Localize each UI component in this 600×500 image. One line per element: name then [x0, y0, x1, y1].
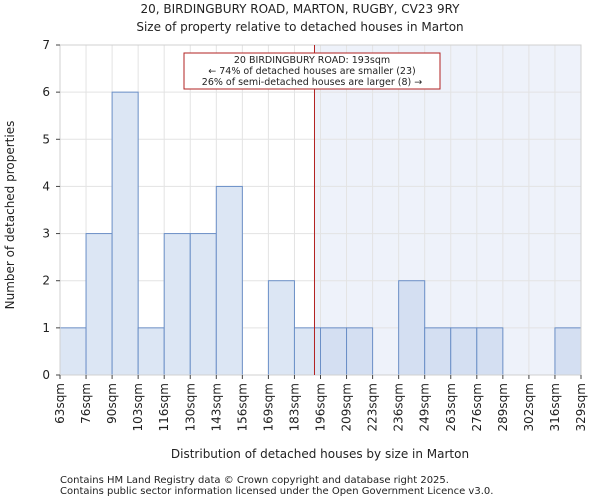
x-tick-label: 116sqm: [157, 383, 171, 431]
x-tick-label: 103sqm: [131, 383, 145, 431]
y-axis-label: Number of detached properties: [3, 121, 17, 310]
footer-line2: Contains public sector information licen…: [60, 486, 493, 497]
histogram-bar: [267, 280, 295, 376]
y-tick-label: 2: [42, 274, 50, 288]
histogram-bar: [111, 91, 139, 376]
x-axis-label: Distribution of detached houses by size …: [171, 447, 469, 461]
x-tick-label: 276sqm: [470, 383, 484, 431]
annotation-line2: ← 74% of detached houses are smaller (23…: [208, 66, 415, 77]
x-tick-label: 316sqm: [548, 383, 562, 431]
chart-title-line2: Size of property relative to detached ho…: [136, 20, 463, 34]
larger-region-shade: [314, 45, 581, 375]
x-tick-label: 249sqm: [418, 383, 432, 431]
histogram-bar: [59, 327, 87, 376]
x-tick-label: 130sqm: [183, 383, 197, 431]
y-tick-label: 1: [42, 321, 50, 335]
histogram-bar: [163, 233, 191, 376]
y-tick-label: 3: [42, 227, 50, 241]
histogram-bar: [554, 327, 582, 376]
histogram-bar: [424, 327, 452, 376]
annotation-line3: 26% of semi-detached houses are larger (…: [202, 77, 422, 88]
y-tick-label: 5: [42, 132, 50, 146]
x-tick-label: 289sqm: [496, 383, 510, 431]
y-tick-label: 7: [42, 38, 50, 52]
y-tick-label: 6: [42, 85, 50, 99]
x-tick-label: 302sqm: [522, 383, 536, 431]
x-tick-label: 63sqm: [53, 383, 67, 424]
annotation-line1: 20 BIRDINGBURY ROAD: 193sqm: [234, 55, 390, 66]
footer-line1: Contains HM Land Registry data © Crown c…: [60, 475, 449, 486]
x-tick-label: 263sqm: [444, 383, 458, 431]
chart-title-line1: 20, BIRDINGBURY ROAD, MARTON, RUGBY, CV2…: [140, 2, 460, 16]
x-tick-label: 143sqm: [209, 383, 223, 431]
histogram-bar: [346, 327, 374, 376]
x-tick-label: 76sqm: [79, 383, 93, 424]
histogram-bar: [293, 327, 322, 376]
x-tick-label: 156sqm: [235, 383, 249, 431]
histogram-bar: [85, 233, 113, 376]
histogram-bar: [320, 327, 348, 376]
x-tick-label: 183sqm: [287, 383, 301, 431]
histogram-bar: [450, 327, 478, 376]
x-tick-label: 90sqm: [105, 383, 119, 424]
y-tick-label: 4: [42, 179, 50, 193]
x-tick-label: 169sqm: [261, 383, 275, 431]
x-tick-label: 209sqm: [340, 383, 354, 431]
x-tick-label: 196sqm: [314, 383, 328, 431]
y-tick-label: 0: [42, 368, 50, 382]
annotation-box: 20 BIRDINGBURY ROAD: 193sqm ← 74% of det…: [183, 52, 441, 90]
x-tick-label: 223sqm: [366, 383, 380, 431]
x-tick-label: 236sqm: [392, 383, 406, 431]
histogram-bar: [137, 327, 165, 376]
histogram-bar: [476, 327, 504, 376]
histogram-bar: [189, 233, 217, 376]
x-tick-label: 329sqm: [574, 383, 588, 431]
histogram-bar: [215, 185, 243, 376]
histogram-bar: [398, 280, 426, 376]
